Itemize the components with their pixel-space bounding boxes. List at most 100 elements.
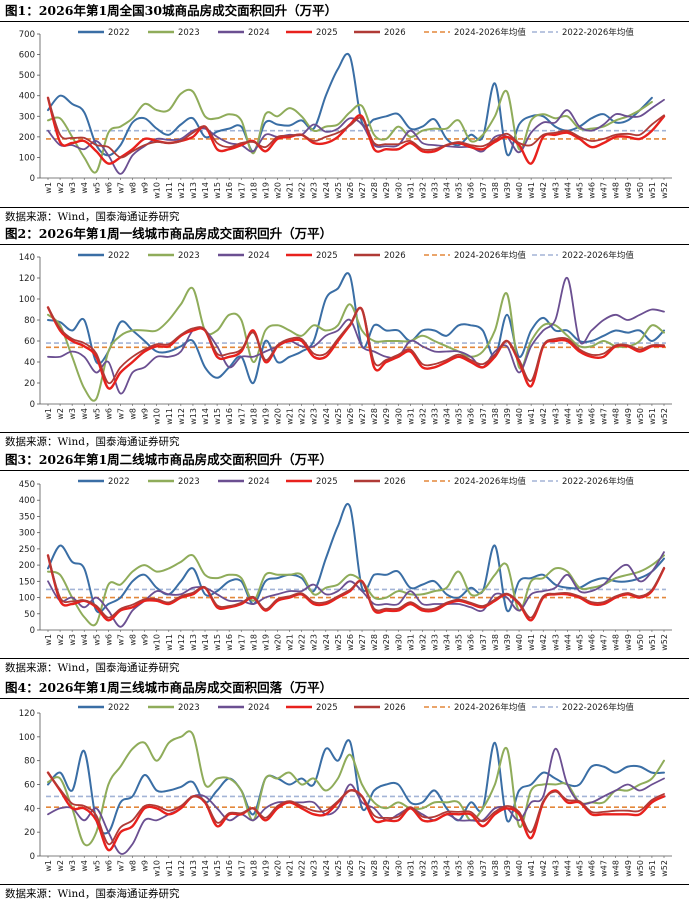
legend-label: 2023: [178, 251, 200, 261]
x-tick-label: w38: [491, 182, 500, 199]
x-tick-label: w1: [44, 634, 53, 646]
x-tick-label: w27: [358, 182, 367, 199]
x-tick-label: w40: [515, 860, 524, 877]
series-line-2025: [46, 306, 666, 390]
x-tick-label: w16: [225, 634, 234, 651]
legend-label: 2022-2026年均值: [562, 250, 634, 261]
x-tick-label: w34: [443, 860, 452, 877]
x-tick-label: w1: [44, 182, 53, 194]
x-tick-label: w16: [225, 408, 234, 425]
x-tick-label: w2: [56, 860, 65, 872]
x-tick-label: w29: [382, 860, 391, 877]
x-tick-label: w27: [358, 860, 367, 877]
x-tick-label: w5: [92, 182, 101, 194]
x-tick-label: w23: [310, 634, 319, 651]
x-tick-label: w40: [515, 182, 524, 199]
x-tick-label: w2: [56, 634, 65, 646]
x-tick-label: w47: [600, 408, 609, 425]
x-tick-label: w26: [346, 182, 355, 199]
x-tick-label: w14: [201, 182, 210, 199]
x-tick-label: w3: [68, 860, 77, 872]
y-tick-label: 0: [30, 852, 35, 862]
x-tick-label: w6: [104, 182, 113, 194]
series-line-2026: [47, 306, 665, 385]
x-tick-label: w45: [575, 634, 584, 651]
x-tick-label: w26: [346, 408, 355, 425]
y-tick-label: 700: [19, 30, 35, 40]
series-line-2023: [47, 286, 665, 402]
x-tick-label: w49: [624, 634, 633, 651]
series-line-2026: [47, 96, 665, 159]
x-tick-label: w11: [165, 860, 174, 877]
x-tick-label: w16: [225, 182, 234, 199]
legend-label: 2022-2026年均值: [562, 27, 634, 38]
x-tick-label: w27: [358, 634, 367, 651]
series-line-2023: [47, 730, 665, 847]
x-tick-label: w12: [177, 408, 186, 425]
x-tick-label: w15: [213, 860, 222, 877]
y-tick-label: 200: [19, 133, 35, 143]
x-tick-label: w10: [153, 182, 162, 199]
x-tick-label: w45: [575, 860, 584, 877]
x-tick-label: w49: [624, 182, 633, 199]
y-tick-label: 400: [19, 92, 35, 102]
x-tick-label: w22: [298, 860, 307, 877]
y-tick-label: 500: [19, 71, 35, 81]
x-tick-label: w37: [479, 634, 488, 651]
title-rule: [0, 470, 689, 471]
x-tick-label: w8: [129, 408, 138, 420]
y-tick-label: 100: [19, 733, 35, 743]
legend-label: 2025: [316, 28, 338, 38]
x-tick-label: w31: [406, 408, 415, 425]
data-source: 数据来源：Wind，国泰海通证券研究: [5, 662, 180, 674]
x-tick-label: w49: [624, 860, 633, 877]
legend-label: 2024: [248, 477, 270, 487]
x-tick-label: w52: [660, 860, 669, 877]
y-tick-label: 0: [30, 400, 35, 410]
x-tick-label: w14: [201, 408, 210, 425]
series-line-2024: [47, 277, 665, 395]
x-tick-label: w31: [406, 860, 415, 877]
y-tick-label: 60: [24, 781, 35, 791]
legend-label: 2026: [384, 477, 406, 487]
x-tick-label: w3: [68, 408, 77, 420]
x-tick-label: w29: [382, 634, 391, 651]
x-tick-label: w43: [551, 182, 560, 199]
legend-label: 2025: [316, 251, 338, 261]
chart-panel-4: 图4：2026年第1周三线城市商品房成交面积回落（万平） 0 20 40 60 80 10…: [0, 678, 689, 905]
y-tick-label: 20: [24, 379, 35, 389]
x-tick-label: w36: [467, 408, 476, 425]
x-tick-label: w15: [213, 182, 222, 199]
x-tick-label: w9: [141, 860, 150, 872]
x-tick-label: w48: [612, 860, 621, 877]
x-tick-label: w14: [201, 634, 210, 651]
x-tick-label: w31: [406, 182, 415, 199]
x-tick-label: w43: [551, 860, 560, 877]
x-tick-label: w13: [189, 182, 198, 199]
x-tick-label: w25: [334, 182, 343, 199]
x-tick-label: w2: [56, 408, 65, 420]
x-tick-label: w26: [346, 634, 355, 651]
data-source: 数据来源：Wind，国泰海通证券研究: [5, 888, 180, 900]
legend-label: 2024-2026年均值: [454, 250, 526, 261]
x-tick-label: w41: [527, 634, 536, 651]
x-tick-label: w10: [153, 860, 162, 877]
x-tick-label: w24: [322, 860, 331, 877]
x-tick-label: w48: [612, 634, 621, 651]
y-tick-label: 0: [30, 626, 35, 636]
x-tick-label: w4: [80, 634, 89, 646]
x-tick-label: w15: [213, 408, 222, 425]
legend-label: 2023: [178, 28, 200, 38]
x-tick-label: w34: [443, 408, 452, 425]
legend-label: 2022: [108, 703, 130, 713]
bottom-rule: [0, 658, 689, 659]
chart-panel-2: 图2：2026年第1周一线城市商品房成交面积回升（万平） 0 20 40 60 80 10…: [0, 226, 689, 452]
x-tick-label: w28: [370, 408, 379, 425]
x-tick-label: w19: [261, 408, 270, 425]
x-tick-label: w6: [104, 408, 113, 420]
x-tick-label: w23: [310, 182, 319, 199]
x-tick-label: w50: [636, 182, 645, 199]
y-tick-label: 450: [19, 480, 35, 490]
legend-label: 2023: [178, 477, 200, 487]
x-tick-label: w51: [648, 182, 657, 199]
